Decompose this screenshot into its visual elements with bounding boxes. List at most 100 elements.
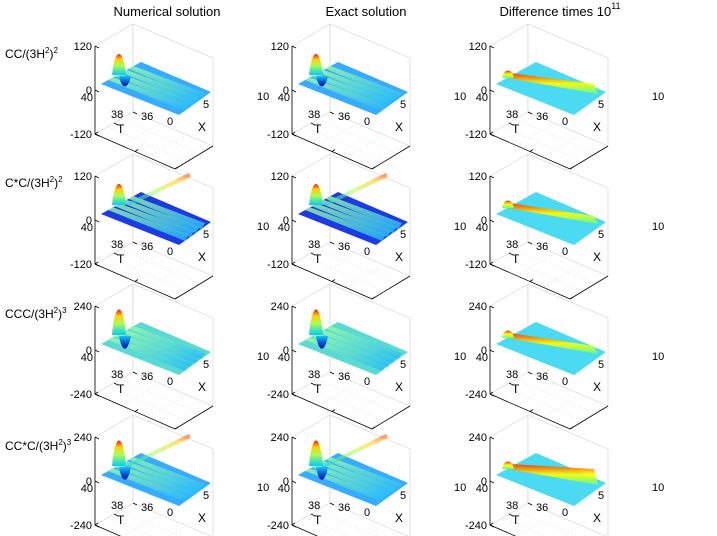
z-tick — [291, 480, 297, 484]
surface-diff-pulse — [502, 200, 514, 208]
t-axis-label: T — [512, 382, 520, 396]
x-axis-label: X — [198, 250, 206, 264]
z-tick-label: -120 — [70, 259, 92, 271]
x-axis-label: X — [593, 380, 601, 394]
axis-t-line — [569, 405, 609, 430]
x-tick-label-5: 5 — [598, 229, 604, 241]
t-tick-label-40: 40 — [476, 352, 488, 364]
t-tick-label-36: 36 — [338, 371, 350, 383]
z-tick-label: 0 — [481, 85, 487, 97]
t-tick — [329, 241, 335, 245]
t-tick-label-36: 36 — [141, 371, 153, 383]
t-tick — [132, 241, 138, 245]
t-axis-label: T — [314, 122, 322, 136]
x-tick-label-0: 0 — [364, 246, 370, 258]
floor-gridline — [318, 383, 357, 406]
x-tick-label-5: 5 — [598, 490, 604, 502]
x-tick-label-0: 0 — [562, 507, 568, 519]
z-tick-label: 0 — [283, 345, 289, 357]
floor-gridline — [543, 134, 582, 158]
floor-gridline — [365, 525, 384, 536]
x-tick — [489, 261, 494, 265]
z-tick — [291, 305, 297, 309]
z-tick — [489, 45, 495, 49]
surface-ridge — [115, 333, 195, 367]
t-tick-label-38: 38 — [308, 109, 320, 121]
row-label-2: CCC/(3H2)3 — [5, 306, 67, 321]
surface-ridge — [115, 203, 195, 237]
x-tick — [529, 149, 534, 152]
floor-gridline — [317, 119, 398, 154]
floor-gridline — [502, 126, 583, 162]
t-tick-label-40: 40 — [476, 222, 488, 234]
surface-ridge — [325, 456, 403, 491]
x-axis-label: X — [395, 250, 403, 264]
x-tick — [569, 166, 574, 170]
wall-gridline — [132, 502, 212, 536]
floor-gridline — [543, 394, 582, 418]
surface-ridge — [121, 329, 200, 363]
surface-wave — [127, 434, 191, 467]
column-title-difference-exponent: 11 — [611, 1, 620, 11]
t-tick — [132, 111, 138, 115]
t-tick — [329, 111, 335, 115]
x-tick — [529, 409, 534, 412]
x-tick — [371, 426, 376, 430]
z-tick-label: 0 — [86, 345, 92, 357]
floor-gridline — [304, 256, 385, 292]
t-axis-label: T — [117, 122, 125, 136]
t-tick — [113, 122, 119, 126]
wall-gridline — [489, 283, 529, 307]
surface-ridge — [312, 333, 392, 367]
surface-ridge — [305, 207, 386, 241]
x-tick — [291, 131, 296, 135]
z-tick — [291, 219, 297, 223]
t-axis-label: T — [512, 122, 520, 136]
x-axis-label: X — [198, 120, 206, 134]
x-tick-label-10: 10 — [454, 221, 466, 233]
t-tick-label-40: 40 — [81, 222, 93, 234]
wall-gridline — [291, 153, 331, 177]
x-tick — [94, 391, 99, 395]
x-tick — [371, 166, 376, 170]
t-tick — [489, 393, 495, 397]
z-tick-label: 0 — [283, 85, 289, 97]
surface-ridge — [128, 195, 206, 230]
t-axis-label: T — [314, 252, 322, 266]
floor-gridline — [317, 249, 398, 284]
row-label-1: C*C/(3H2)2 — [5, 175, 63, 190]
wall-gridline — [527, 283, 609, 319]
surface-ridge — [128, 456, 206, 491]
floor-gridline — [121, 253, 160, 276]
t-tick — [329, 502, 335, 506]
t-tick-label-38: 38 — [506, 239, 518, 251]
axis-t-line — [371, 145, 411, 170]
x-tick — [489, 131, 494, 135]
surface-wave — [127, 173, 191, 206]
x-tick — [489, 522, 494, 526]
t-tick — [113, 252, 119, 256]
t-tick — [489, 263, 495, 267]
surface-ridge — [318, 69, 397, 103]
panel-r0-c2: 120 0 -120 40 38 36 T 0 5 10 X — [465, 23, 664, 170]
axis-t-line — [371, 275, 411, 300]
t-tick-label-36: 36 — [536, 241, 548, 253]
x-tick — [371, 296, 376, 300]
panel-r3-c1: 240 0 -240 40 38 36 T 0 5 10 X — [267, 414, 466, 536]
wall-gridline — [94, 414, 134, 438]
x-tick-label-0: 0 — [364, 376, 370, 388]
t-tick — [94, 393, 100, 397]
z-tick-label: 240 — [74, 301, 92, 313]
t-tick — [508, 252, 514, 256]
t-tick-label-38: 38 — [308, 500, 320, 512]
surface-ridge — [318, 329, 397, 363]
wall-gridline — [132, 23, 214, 59]
surface-pulse-peak — [309, 54, 323, 75]
z-tick-label: 120 — [469, 171, 487, 183]
z-tick-label: -120 — [465, 259, 487, 271]
z-tick — [489, 436, 495, 440]
axis-x-line — [94, 524, 122, 536]
z-tick-label: -120 — [70, 129, 92, 141]
x-tick — [94, 131, 99, 135]
x-tick — [174, 426, 179, 430]
